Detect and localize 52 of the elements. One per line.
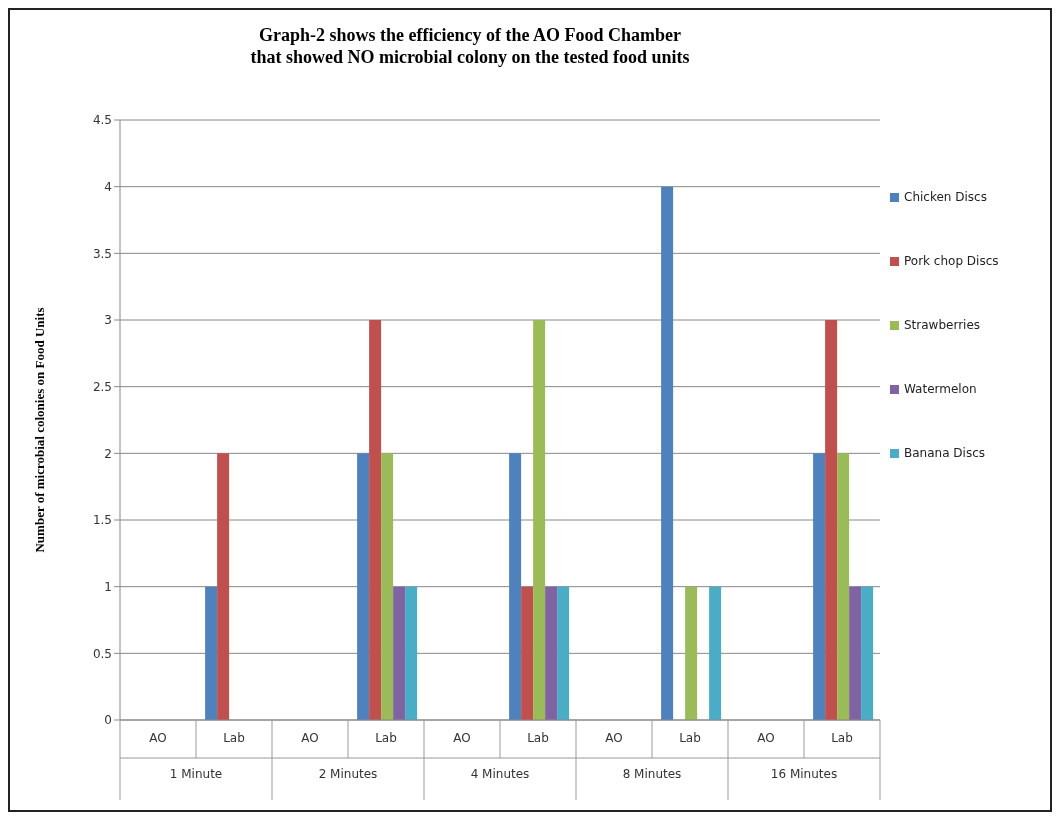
y-tick-label: 3.5 [92,246,112,261]
x-tick-label: AO [301,731,319,745]
bar [685,586,698,720]
y-tick-label: 1 [104,579,112,594]
x-tick-label: AO [453,731,471,745]
legend-label: Banana Discs [904,446,985,460]
x-tick-label: AO [757,731,775,745]
text: 4 Minutes [470,767,530,781]
bar [825,320,838,720]
bar [709,586,722,720]
x-tick-label: Lab [831,731,853,745]
bar [393,586,406,720]
bar [381,453,394,720]
y-tick-label: 3 [104,313,112,328]
text: 8 Minutes [622,767,682,781]
y-tick-label: 0.5 [92,646,112,661]
bar [217,453,230,720]
text: 2 Minutes [318,767,378,781]
bar [357,453,370,720]
y-tick-label: 2 [104,446,112,461]
bar [545,586,558,720]
bar [405,586,418,720]
bar [661,186,674,720]
bar [813,453,826,720]
bar [849,586,862,720]
bar [837,453,850,720]
bar [861,586,874,720]
bar [557,586,570,720]
legend-label: Strawberries [904,318,981,332]
x-tick-label: Lab [527,731,549,745]
x-tick-label: AO [149,731,167,745]
chart-title: Graph-2 shows the efficiency of the AO Food Chamber that showed NO microbial colony on the tested food units [249,24,691,68]
x-tick-label: AO [605,731,623,745]
x-tick-label: Lab [375,731,397,745]
bar [509,453,522,720]
text: 16 Minutes [770,767,838,781]
bar [521,586,534,720]
legend-label: Chicken Discs [904,190,987,204]
y-tick-label: 2.5 [92,379,112,394]
y-axis-title: Number of microbial colonies on Food Units [32,307,48,553]
text: 1 Minute [169,767,223,781]
bar [369,320,382,720]
x-tick-label: Lab [223,731,245,745]
legend-label: Pork chop Discs [904,254,999,268]
bar [205,586,218,720]
legend-label: Watermelon [904,382,977,396]
y-tick-label: 0 [104,713,112,728]
y-tick-label: 4.5 [92,113,112,128]
bar [533,320,546,720]
y-tick-label: 4 [104,179,112,194]
x-tick-label: Lab [679,731,701,745]
y-tick-label: 1.5 [92,513,112,528]
